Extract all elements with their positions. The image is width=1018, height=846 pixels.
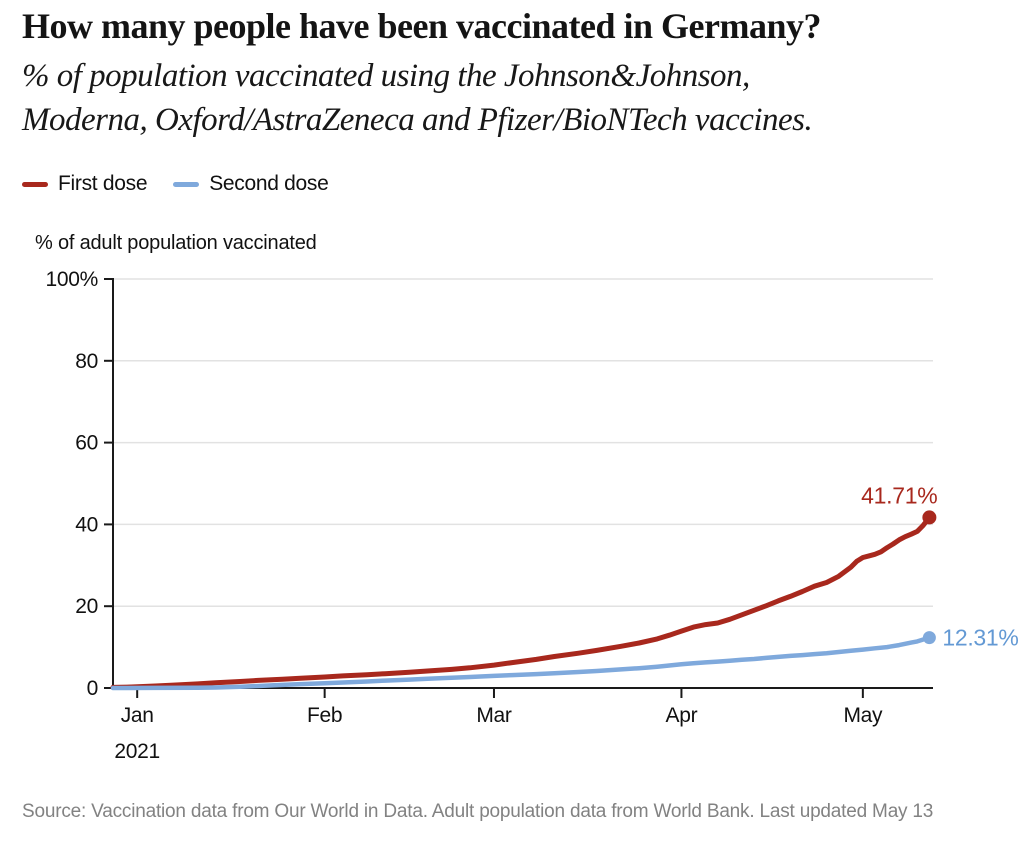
series-end-label-first-dose: 41.71% [861,482,937,508]
series-line-second-dose [110,635,932,691]
y-tick-label: 40 [75,513,98,536]
y-tick-label: 60 [75,432,98,455]
legend-label-first-dose: First dose [58,172,148,195]
legend-item-first-dose: First dose [22,172,148,196]
y-tick-label: 100% [45,268,98,291]
x-tick-label: May [843,704,883,727]
page-title: How many people have been vaccinated in … [22,6,821,46]
legend-item-second-dose: Second dose [173,172,329,196]
source-note: Source: Vaccination data from Our World … [22,801,934,822]
series-end-dot-second-dose [922,631,936,645]
series-end-dot-first-dose [922,510,937,525]
y-axis-title: % of adult population vaccinated [35,232,317,254]
x-tick-label: Mar [476,704,512,727]
legend-label-second-dose: Second dose [209,172,329,195]
second-dose-swatch-icon [173,181,200,187]
y-tick-label: 80 [75,350,98,373]
x-tick-label: Jan [121,704,154,727]
first-dose-swatch-icon [22,181,48,187]
y-tick-label: 0 [87,677,98,700]
series-line-first-dose [110,514,932,690]
line-chart: % of adult population vaccinated 0 20 40 60… [35,232,1018,763]
year-label: 2021 [114,740,160,763]
x-tick-label: Feb [307,704,342,727]
chart-legend: First dose Second dose [22,172,355,196]
chart-subtitle: % of population vaccinated using the Joh… [22,54,1012,142]
series-end-label-second-dose: 12.31% [942,625,1018,651]
y-tick-label: 20 [75,595,98,618]
x-tick-label: Apr [666,704,698,727]
subtitle-line-1: % of population vaccinated using the Joh… [22,58,750,94]
subtitle-line-2: Moderna, Oxford/AstraZeneca and Pfizer/B… [22,102,813,138]
